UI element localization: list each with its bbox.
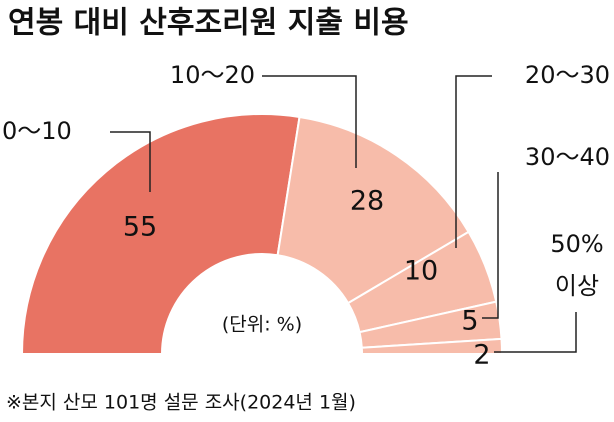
value-label: 5 [461,306,478,337]
leader-line [455,75,492,248]
value-label: 2 [473,340,490,371]
donut-segment [276,115,470,305]
leader-line [110,131,151,192]
value-label: 55 [123,212,157,243]
donut-segment [360,337,504,355]
category-label: 0～10 [2,117,72,145]
leader-line [494,312,577,353]
leader-line [262,75,357,168]
category-label: 10～20 [170,61,255,89]
value-label: 28 [350,186,384,217]
source-note: ※본지 산모 101명 설문 조사(2024년 1월) [6,392,356,414]
unit-note: (단위: %) [222,314,302,336]
leader-line [482,172,499,319]
donut-segment [20,113,301,355]
value-label: 10 [404,256,438,287]
category-label: 30～40 [525,143,610,171]
category-label: 20～30 [525,61,610,89]
chart-title: 연봉 대비 산후조리원 지출 비용 [8,6,409,41]
category-label: 50% 이상 [550,230,603,300]
